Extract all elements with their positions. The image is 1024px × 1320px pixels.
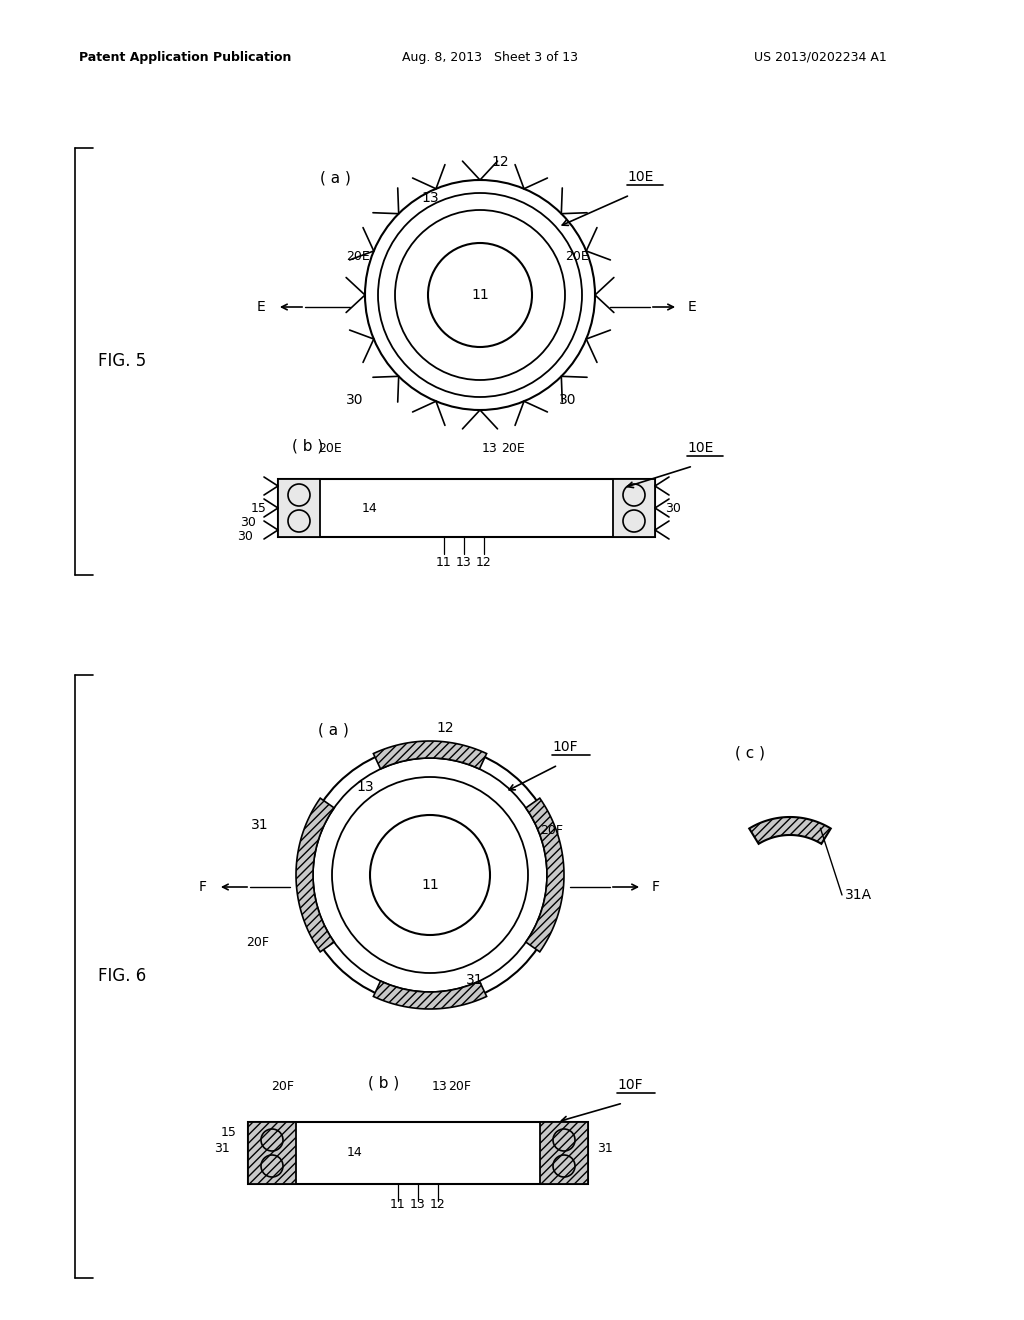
Text: 20E: 20E [318,442,342,455]
Bar [613,479,655,537]
Text: 10F: 10F [552,741,578,754]
Text: ( b ): ( b ) [292,438,324,454]
Bar [278,479,319,537]
Text: 11: 11 [390,1199,406,1212]
Text: 13: 13 [482,442,498,455]
Polygon shape [750,817,830,843]
Text: 20E: 20E [501,442,525,455]
Text: 11: 11 [421,878,439,892]
Polygon shape [526,799,564,952]
Text: 12: 12 [436,721,454,735]
Text: 30: 30 [240,516,256,529]
Text: 20F: 20F [541,824,563,837]
Text: 13: 13 [356,780,374,795]
Text: US 2013/0202234 A1: US 2013/0202234 A1 [754,50,887,63]
Bar [278,479,655,537]
Text: 20F: 20F [449,1080,471,1093]
Text: 13: 13 [456,556,472,569]
Text: 30: 30 [665,502,681,515]
Text: 12: 12 [476,556,492,569]
Text: E: E [256,300,265,314]
Text: ( c ): ( c ) [735,746,765,760]
Text: 10E: 10E [627,170,653,183]
Text: ( a ): ( a ) [318,722,349,738]
Text: 30: 30 [238,529,253,543]
Text: 13: 13 [411,1199,426,1212]
Text: Aug. 8, 2013   Sheet 3 of 13: Aug. 8, 2013 Sheet 3 of 13 [402,50,578,63]
Text: 20E: 20E [346,251,370,264]
Text: 31A: 31A [845,888,872,902]
Text: 13: 13 [421,191,439,205]
Polygon shape [374,981,486,1008]
Text: 31: 31 [214,1142,230,1155]
Text: 13: 13 [432,1080,447,1093]
Text: 11: 11 [471,288,488,302]
Bar [248,1122,588,1184]
Text: 20E: 20E [565,251,589,264]
Text: 12: 12 [430,1199,445,1212]
Text: ( a ): ( a ) [319,170,351,186]
Text: ( b ): ( b ) [368,1076,399,1090]
Text: 12: 12 [492,154,509,169]
Text: 15: 15 [251,502,267,515]
Text: 30: 30 [346,393,364,407]
Text: Patent Application Publication: Patent Application Publication [79,50,291,63]
Text: E: E [688,300,696,314]
Text: 31: 31 [597,1142,612,1155]
Text: F: F [199,880,207,894]
Text: 31: 31 [466,973,483,987]
Text: FIG. 6: FIG. 6 [98,968,146,985]
Bar [248,1122,296,1184]
Text: 20F: 20F [271,1080,295,1093]
Text: F: F [652,880,660,894]
Text: 11: 11 [436,556,452,569]
Text: 20F: 20F [247,936,269,949]
Text: 14: 14 [362,502,378,515]
Polygon shape [374,741,486,770]
Text: 15: 15 [221,1126,237,1139]
Text: FIG. 5: FIG. 5 [98,352,146,370]
Text: 31: 31 [251,818,269,832]
Text: 10F: 10F [617,1078,643,1092]
Text: 30: 30 [559,393,577,407]
Bar [540,1122,588,1184]
Polygon shape [296,799,334,952]
Text: 14: 14 [347,1147,362,1159]
Text: 10E: 10E [687,441,714,455]
